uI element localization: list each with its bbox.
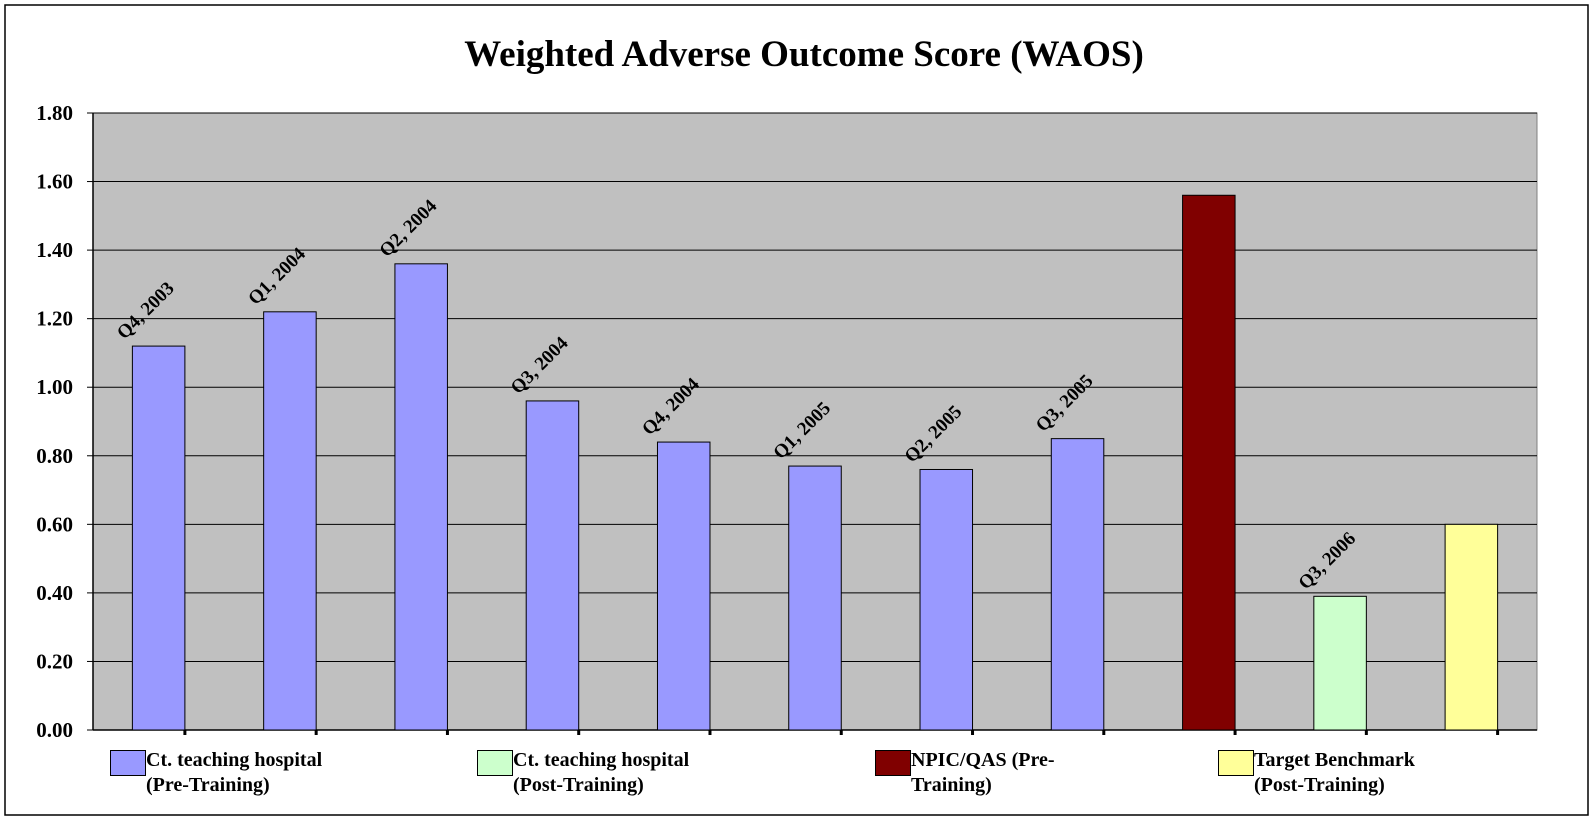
bar xyxy=(131,345,186,731)
bar xyxy=(525,400,580,731)
y-tick-label: 0.60 xyxy=(36,512,73,536)
legend-swatch xyxy=(875,750,911,776)
y-tick-label: 1.20 xyxy=(36,307,73,331)
bar xyxy=(394,263,448,731)
y-tick-label: 0.40 xyxy=(36,581,73,605)
bar xyxy=(1182,194,1236,731)
legend-swatch xyxy=(477,750,513,776)
y-tick-label: 0.20 xyxy=(36,649,73,673)
y-tick-label: 1.80 xyxy=(36,101,73,125)
bar xyxy=(1313,595,1367,731)
y-tick-label: 1.00 xyxy=(36,375,73,399)
y-tick-label: 1.40 xyxy=(36,238,73,262)
legend-label: Ct. teaching hospital (Post-Training) xyxy=(513,749,690,796)
legend-label: Ct. teaching hospital (Pre-Training) xyxy=(146,749,323,796)
bar xyxy=(788,465,842,731)
legend-label: Target Benchmark (Post-Training) xyxy=(1254,749,1415,796)
legend-swatch xyxy=(1218,750,1254,776)
y-tick-label: 0.80 xyxy=(36,444,73,468)
bar xyxy=(656,441,711,731)
bar xyxy=(1050,438,1105,731)
y-tick-label: 1.60 xyxy=(36,170,73,194)
chart-title: Weighted Adverse Outcome Score (WAOS) xyxy=(464,34,1144,75)
legend-label: NPIC/QAS (Pre-Training) xyxy=(911,749,1055,796)
bar xyxy=(919,468,974,731)
y-tick-label: 0.00 xyxy=(36,718,73,742)
bar xyxy=(1444,523,1499,731)
bar xyxy=(263,311,317,731)
legend-swatch xyxy=(110,750,146,776)
